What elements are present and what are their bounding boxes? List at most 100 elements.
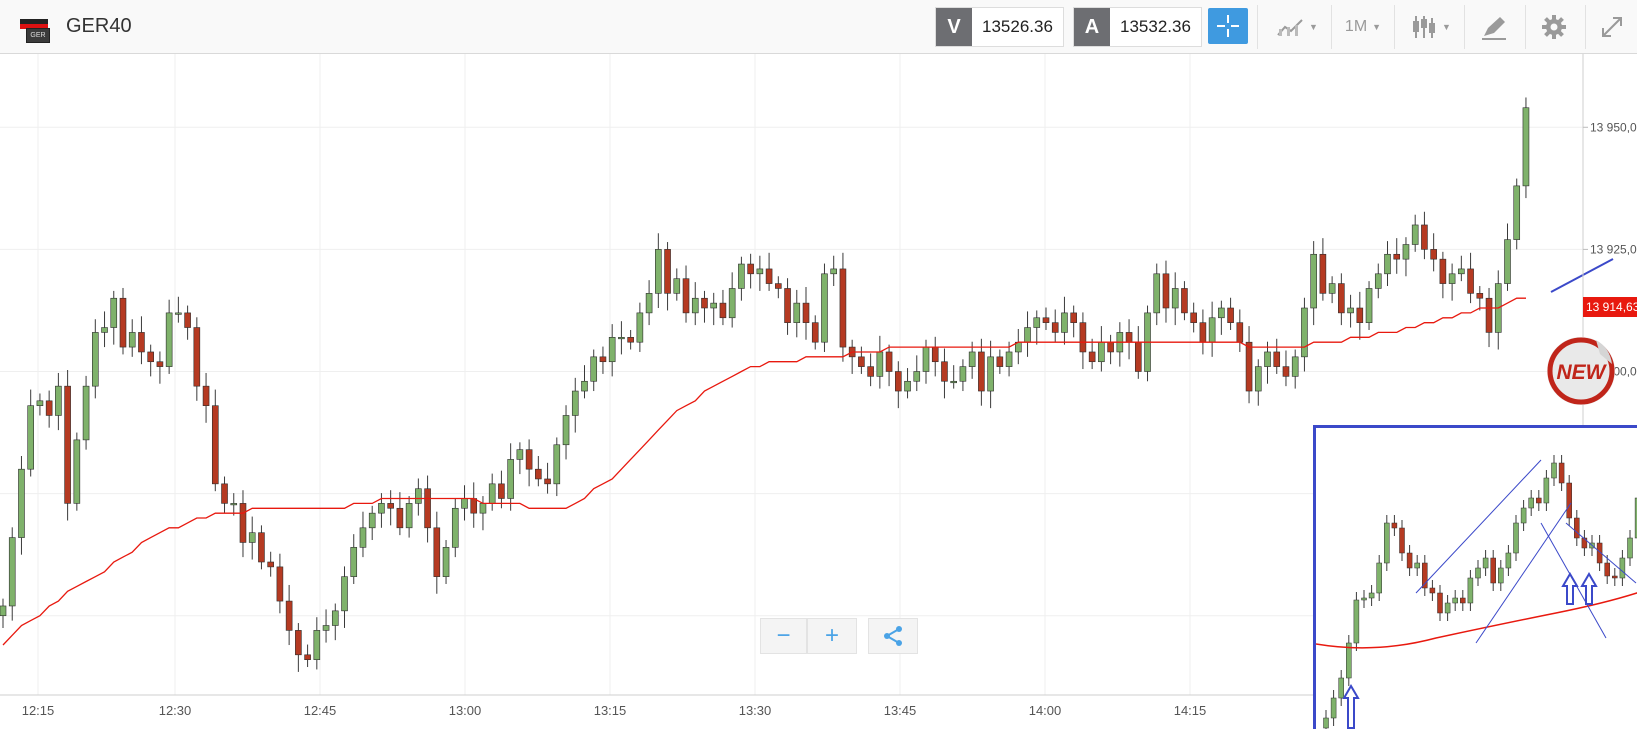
candle	[1347, 307, 1354, 314]
ask-price-box[interactable]: A 13532.36	[1073, 7, 1202, 47]
candle	[876, 351, 884, 377]
candle	[535, 468, 542, 480]
candle	[959, 366, 967, 382]
candle	[8, 537, 16, 607]
inset-candle	[1475, 567, 1481, 579]
candle	[1439, 258, 1447, 284]
inset-candle	[1437, 592, 1443, 614]
inset-candle	[1558, 462, 1565, 484]
candle	[230, 503, 238, 506]
inset-candle	[1346, 642, 1352, 679]
instrument-symbol: GER40	[66, 15, 132, 37]
bid-price: 13526.36	[982, 17, 1053, 36]
candle	[931, 346, 939, 363]
candle	[516, 449, 524, 460]
candle	[507, 459, 514, 499]
inset-candle	[1414, 562, 1420, 569]
candle	[1070, 312, 1077, 323]
candle	[156, 361, 164, 367]
candle	[451, 507, 459, 548]
inset-candle	[1566, 482, 1572, 519]
zoom-in-button[interactable]: +	[807, 618, 857, 654]
candle	[1107, 341, 1114, 353]
inset-candle	[1574, 517, 1580, 539]
inset-candle	[1422, 562, 1428, 589]
candle	[45, 400, 53, 416]
gear-icon	[1542, 15, 1566, 39]
candle	[341, 576, 348, 612]
candle	[1236, 322, 1244, 343]
candle	[765, 268, 773, 284]
candle	[1227, 307, 1234, 323]
candle	[175, 312, 182, 315]
candle	[1448, 273, 1456, 284]
candle	[775, 283, 782, 289]
inset-candle	[1505, 552, 1512, 569]
inset-moving-average	[1316, 592, 1637, 649]
candle	[415, 488, 422, 504]
inset-candle-series	[1323, 455, 1637, 729]
time-tick-label: 12:45	[304, 703, 337, 718]
zoom-out-button[interactable]: −	[760, 618, 807, 654]
timeframe-button[interactable]: 1M ▼	[1338, 5, 1388, 49]
candle	[1199, 322, 1207, 343]
candle	[858, 356, 865, 367]
share-button[interactable]	[868, 618, 918, 654]
candle	[405, 503, 413, 529]
candle	[128, 332, 136, 348]
inset-flag-upper	[1565, 522, 1637, 584]
candle-style-button[interactable]: ▼	[1403, 5, 1459, 49]
candle	[1458, 268, 1465, 275]
time-tick-label: 12:15	[22, 703, 55, 718]
candle	[1356, 307, 1364, 323]
candle	[211, 405, 219, 485]
candle	[313, 630, 321, 660]
candle	[1291, 356, 1299, 377]
inset-candle	[1543, 477, 1550, 504]
candle	[525, 449, 533, 470]
candle	[387, 503, 394, 509]
candle	[895, 371, 902, 392]
candle	[1430, 249, 1437, 260]
candle	[82, 385, 90, 441]
candle	[442, 547, 450, 577]
candle	[276, 566, 284, 602]
chevron-down-icon: ▼	[1309, 22, 1318, 32]
candle	[1171, 288, 1179, 309]
bid-price-box[interactable]: V 13526.36	[935, 7, 1064, 47]
candle	[18, 468, 25, 538]
candle	[904, 380, 911, 392]
candle	[802, 302, 810, 323]
candle	[1218, 307, 1225, 319]
settings-button[interactable]	[1531, 5, 1577, 49]
crosshair-icon	[1217, 15, 1239, 37]
candle	[1301, 307, 1308, 358]
candle	[691, 297, 699, 314]
candle	[1273, 351, 1281, 367]
candle	[239, 503, 247, 543]
candle	[267, 561, 274, 568]
fullscreen-button[interactable]	[1590, 5, 1634, 49]
candle	[147, 351, 154, 363]
candle	[498, 483, 505, 499]
inset-candle	[1536, 497, 1542, 504]
inset-candle	[1406, 552, 1413, 569]
chart-type-button[interactable]: ▼	[1268, 5, 1326, 49]
inset-candle	[1581, 537, 1588, 549]
candle	[553, 444, 561, 485]
candle	[701, 297, 708, 309]
candle	[479, 503, 487, 514]
inset-candle	[1498, 567, 1504, 584]
candle	[1125, 332, 1133, 343]
crosshair-button[interactable]	[1208, 8, 1248, 44]
drawing-tools-button[interactable]	[1471, 5, 1517, 49]
candle	[322, 625, 330, 631]
candle	[1485, 297, 1493, 333]
candle	[1374, 273, 1382, 289]
candle	[1190, 312, 1197, 323]
time-tick-label: 14:00	[1029, 703, 1062, 718]
candle	[1282, 366, 1290, 377]
candle	[331, 610, 339, 626]
candle	[295, 630, 302, 656]
candle	[1264, 351, 1271, 367]
